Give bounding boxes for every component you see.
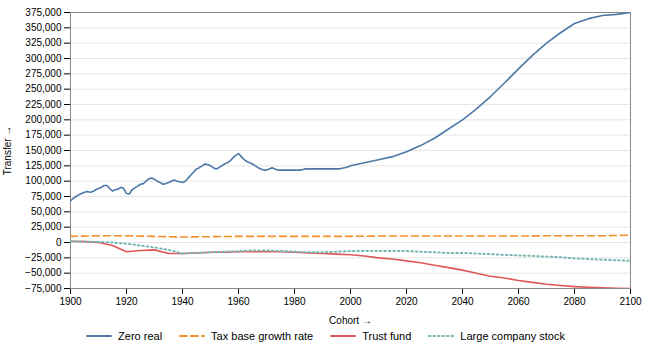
svg-text:2080: 2080 [563, 296, 586, 307]
html-text:Tax base growth rate: Tax base growth rate [211, 330, 314, 342]
svg-text:350,000: 350,000 [25, 22, 62, 33]
svg-text:50,000: 50,000 [31, 206, 62, 217]
svg-text:1980: 1980 [283, 296, 306, 307]
svg-text:375,000: 375,000 [25, 7, 62, 18]
svg-text:200,000: 200,000 [25, 114, 62, 125]
svg-text:0: 0 [56, 237, 62, 248]
svg-text:1940: 1940 [171, 296, 194, 307]
svg-text:2060: 2060 [507, 296, 530, 307]
svg-text:100,000: 100,000 [25, 175, 62, 186]
svg-text:Cohort →: Cohort → [329, 315, 372, 326]
svg-text:2000: 2000 [339, 296, 362, 307]
svg-text:25,000: 25,000 [31, 221, 62, 232]
svg-text:275,000: 275,000 [25, 68, 62, 79]
svg-text:325,000: 325,000 [25, 37, 62, 48]
svg-text:2020: 2020 [395, 296, 418, 307]
svg-text:150,000: 150,000 [25, 145, 62, 156]
svg-text:175,000: 175,000 [25, 129, 62, 140]
svg-text:2100: 2100 [619, 296, 642, 307]
svg-text:1920: 1920 [115, 296, 138, 307]
svg-text:−75,000: −75,000 [25, 283, 62, 294]
svg-text:75,000: 75,000 [31, 191, 62, 202]
svg-text:125,000: 125,000 [25, 160, 62, 171]
svg-text:2040: 2040 [451, 296, 474, 307]
svg-text:1960: 1960 [227, 296, 250, 307]
svg-text:250,000: 250,000 [25, 83, 62, 94]
html-text:Large company stock: Large company stock [460, 330, 565, 342]
svg-text:−25,000: −25,000 [25, 252, 62, 263]
html-text:Trust fund: Trust fund [362, 330, 412, 342]
svg-text:Transfer →: Transfer → [2, 126, 13, 176]
svg-text:225,000: 225,000 [25, 99, 62, 110]
html-text:Zero real: Zero real [118, 330, 163, 342]
svg-text:−50,000: −50,000 [25, 267, 62, 278]
svg-text:300,000: 300,000 [25, 53, 62, 64]
svg-text:1900: 1900 [59, 296, 82, 307]
